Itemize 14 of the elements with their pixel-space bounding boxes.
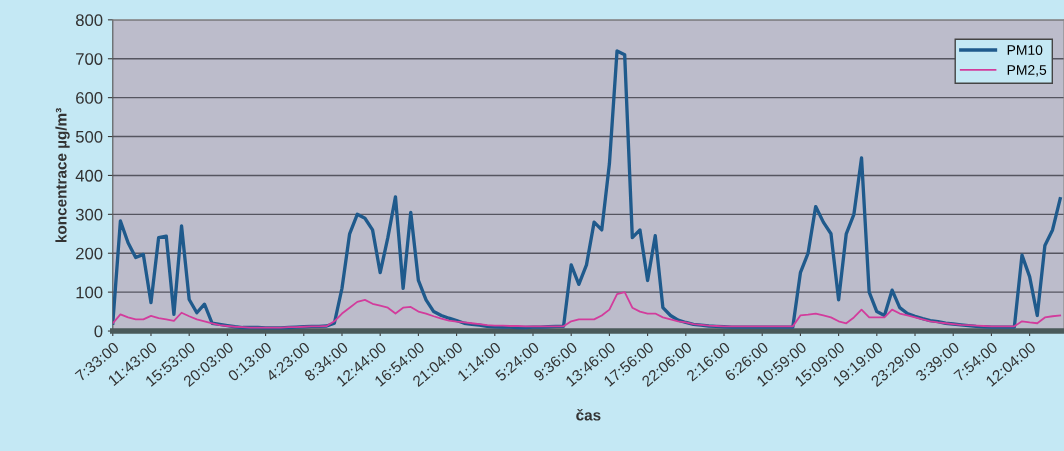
y-tick-label: 600 <box>76 92 103 104</box>
y-axis-title: koncentrace µg/m³ <box>55 108 70 243</box>
y-tick-label: 0 <box>94 325 103 338</box>
x-axis-title: čas <box>576 409 601 421</box>
legend-label: PM10 <box>1007 45 1043 55</box>
y-tick-label: 700 <box>76 53 103 65</box>
y-tick-label: 800 <box>75 14 103 27</box>
line-series <box>112 291 1062 329</box>
y-tick-label: 400 <box>75 169 103 182</box>
y-tick-label: 200 <box>76 247 103 260</box>
y-tick-label: 300 <box>75 208 103 221</box>
y-tick-label: 500 <box>75 130 103 143</box>
y-tick-label: 100 <box>76 286 103 299</box>
legend-label: PM2,5 <box>1007 65 1047 77</box>
